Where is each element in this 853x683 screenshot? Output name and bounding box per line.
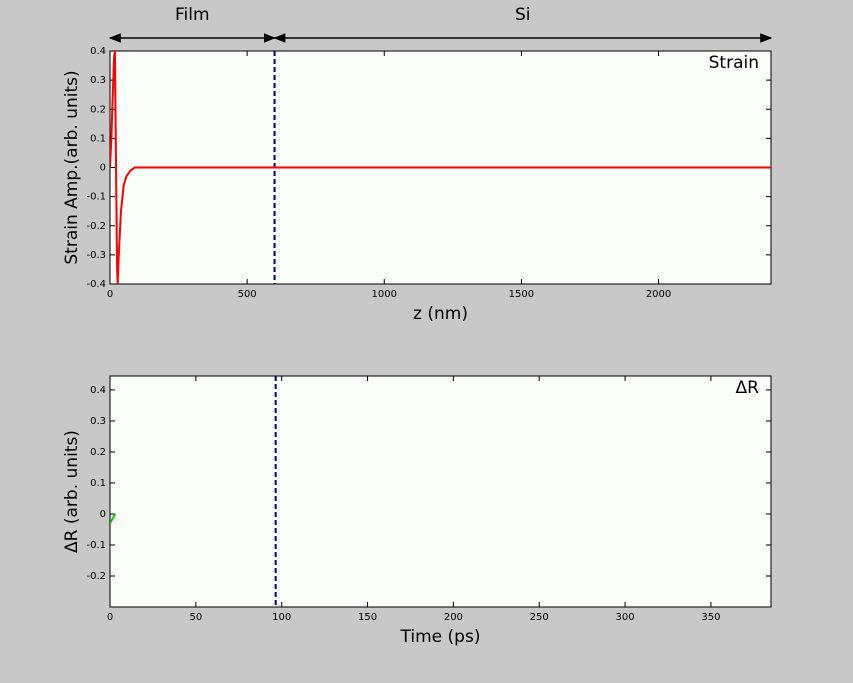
y-tick-label: 0	[100, 509, 106, 520]
data-line	[110, 51, 771, 284]
x-tick-label: 2000	[646, 289, 671, 300]
y-tick-label: -0.1	[86, 540, 106, 551]
x-axis-label: z (nm)	[413, 304, 468, 324]
x-tick-label: 300	[616, 612, 635, 623]
y-tick-label: 0.2	[90, 447, 106, 458]
annotation: ΔR	[736, 378, 760, 398]
y-tick-label: -0.2	[86, 571, 106, 582]
y-tick-label: -0.4	[86, 279, 106, 290]
region-label: Film	[175, 5, 210, 25]
x-axis-label: Time (ps)	[400, 627, 481, 647]
y-axis-label: Strain Amp.(arb. units)	[62, 70, 82, 264]
x-tick-label: 50	[189, 612, 202, 623]
region-label: Si	[515, 5, 531, 25]
x-tick-label: 500	[238, 289, 257, 300]
data-line	[110, 513, 117, 524]
x-tick-label: 100	[272, 612, 291, 623]
x-tick-label: 250	[530, 612, 549, 623]
y-tick-label: 0.4	[90, 385, 106, 396]
x-tick-label: 1500	[509, 289, 534, 300]
x-tick-label: 0	[107, 612, 113, 623]
y-tick-label: 0.2	[90, 104, 106, 115]
x-tick-label: 350	[701, 612, 720, 623]
y-tick-label: 0.4	[90, 46, 106, 57]
y-tick-label: 0.3	[90, 416, 106, 427]
y-tick-label: -0.2	[86, 221, 106, 232]
x-tick-label: 200	[444, 612, 463, 623]
y-axis-label: ΔR (arb. units)	[62, 430, 82, 553]
x-tick-label: 1000	[372, 289, 397, 300]
y-tick-label: 0.3	[90, 75, 106, 86]
annotation: Strain	[709, 53, 759, 73]
x-tick-label: 150	[358, 612, 377, 623]
y-tick-label: -0.3	[86, 250, 106, 261]
y-tick-label: 0.1	[90, 478, 106, 489]
plot-area	[109, 375, 772, 608]
y-tick-label: -0.1	[86, 192, 106, 203]
y-tick-label: 0.1	[90, 133, 106, 144]
x-tick-label: 0	[107, 289, 113, 300]
y-tick-label: 0	[100, 163, 106, 174]
